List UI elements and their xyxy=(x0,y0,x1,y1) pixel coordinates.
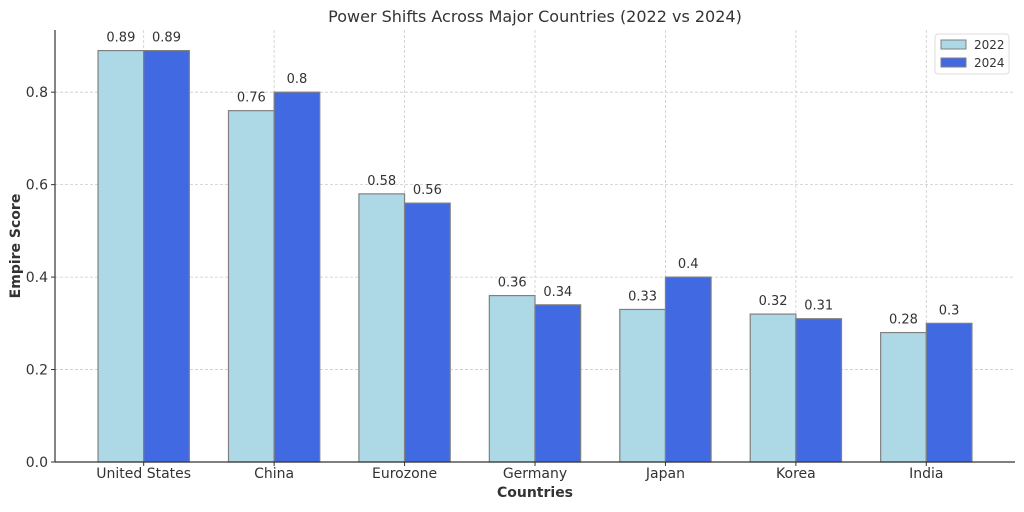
data-label: 0.89 xyxy=(106,31,135,46)
y-tick-label: 0.0 xyxy=(26,455,48,471)
chart-title: Power Shifts Across Major Countries (202… xyxy=(328,7,742,26)
legend-label: 2022 xyxy=(974,38,1005,52)
data-label: 0.33 xyxy=(628,289,657,304)
y-tick-label: 0.8 xyxy=(26,85,48,101)
data-label: 0.89 xyxy=(152,31,181,46)
data-label: 0.32 xyxy=(759,294,788,309)
bar-2022 xyxy=(488,294,536,463)
bar-2022 xyxy=(97,49,145,463)
x-axis-label: Countries xyxy=(497,485,573,501)
bar-2024 xyxy=(925,322,973,463)
x-tick-label: United States xyxy=(96,466,191,482)
bar-2022 xyxy=(358,193,406,463)
y-axis-label: Empire Score xyxy=(8,194,24,299)
legend: 2022 2024 xyxy=(934,33,1010,75)
data-label: 0.58 xyxy=(367,174,396,189)
bar-2022 xyxy=(619,308,667,463)
y-tick-label: 0.4 xyxy=(26,270,48,286)
x-tick-label: China xyxy=(254,466,294,482)
bar-2024 xyxy=(143,49,190,463)
data-label: 0.3 xyxy=(939,303,960,318)
bar-2024 xyxy=(795,318,843,463)
bar-2022 xyxy=(749,313,797,463)
bar-2022 xyxy=(227,110,275,463)
x-tick-label: India xyxy=(909,466,943,482)
data-label: 0.36 xyxy=(498,276,527,291)
data-label: 0.31 xyxy=(804,299,833,314)
legend-swatch-2022 xyxy=(940,39,967,50)
data-label: 0.76 xyxy=(237,91,266,106)
legend-label: 2024 xyxy=(974,56,1005,70)
data-label: 0.56 xyxy=(413,183,442,198)
x-tick-label: Japan xyxy=(645,466,685,482)
bar-2024 xyxy=(403,202,451,463)
data-label: 0.28 xyxy=(889,313,918,328)
data-label: 0.34 xyxy=(543,285,572,300)
bar-2024 xyxy=(664,276,712,463)
x-tick-label: Korea xyxy=(776,466,816,482)
data-label: 0.4 xyxy=(678,257,699,272)
y-tick-label: 0.6 xyxy=(26,178,48,194)
bar-2024 xyxy=(273,91,321,463)
y-tick-label: 0.2 xyxy=(26,363,48,379)
legend-swatch-2024 xyxy=(940,57,967,68)
bar-2024 xyxy=(534,304,582,463)
data-label: 0.8 xyxy=(287,72,308,87)
x-tick-label: Eurozone xyxy=(372,466,437,482)
x-tick-label: Germany xyxy=(503,466,567,482)
bar-2022 xyxy=(880,331,927,463)
